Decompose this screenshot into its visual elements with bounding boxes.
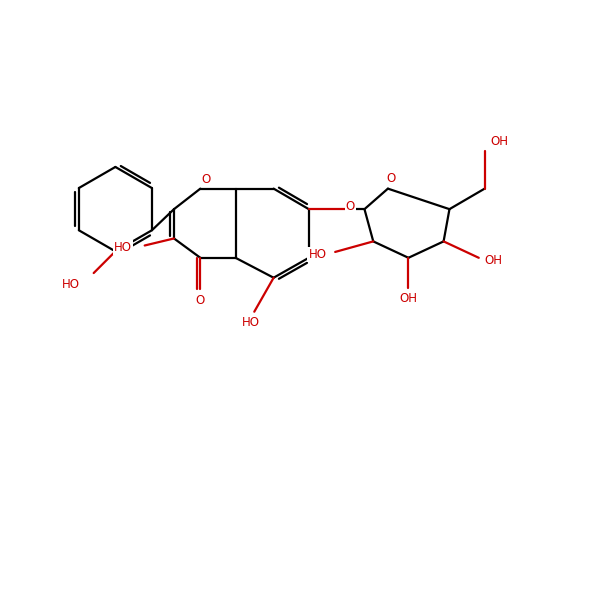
Text: O: O [346, 200, 355, 213]
Text: O: O [386, 172, 395, 185]
Text: OH: OH [490, 135, 508, 148]
Text: O: O [196, 293, 205, 307]
Text: HO: HO [114, 241, 132, 254]
Text: HO: HO [308, 248, 326, 262]
Text: OH: OH [485, 254, 503, 267]
Text: HO: HO [62, 278, 80, 291]
Text: OH: OH [400, 292, 418, 305]
Text: HO: HO [242, 316, 260, 329]
Text: O: O [202, 173, 211, 187]
